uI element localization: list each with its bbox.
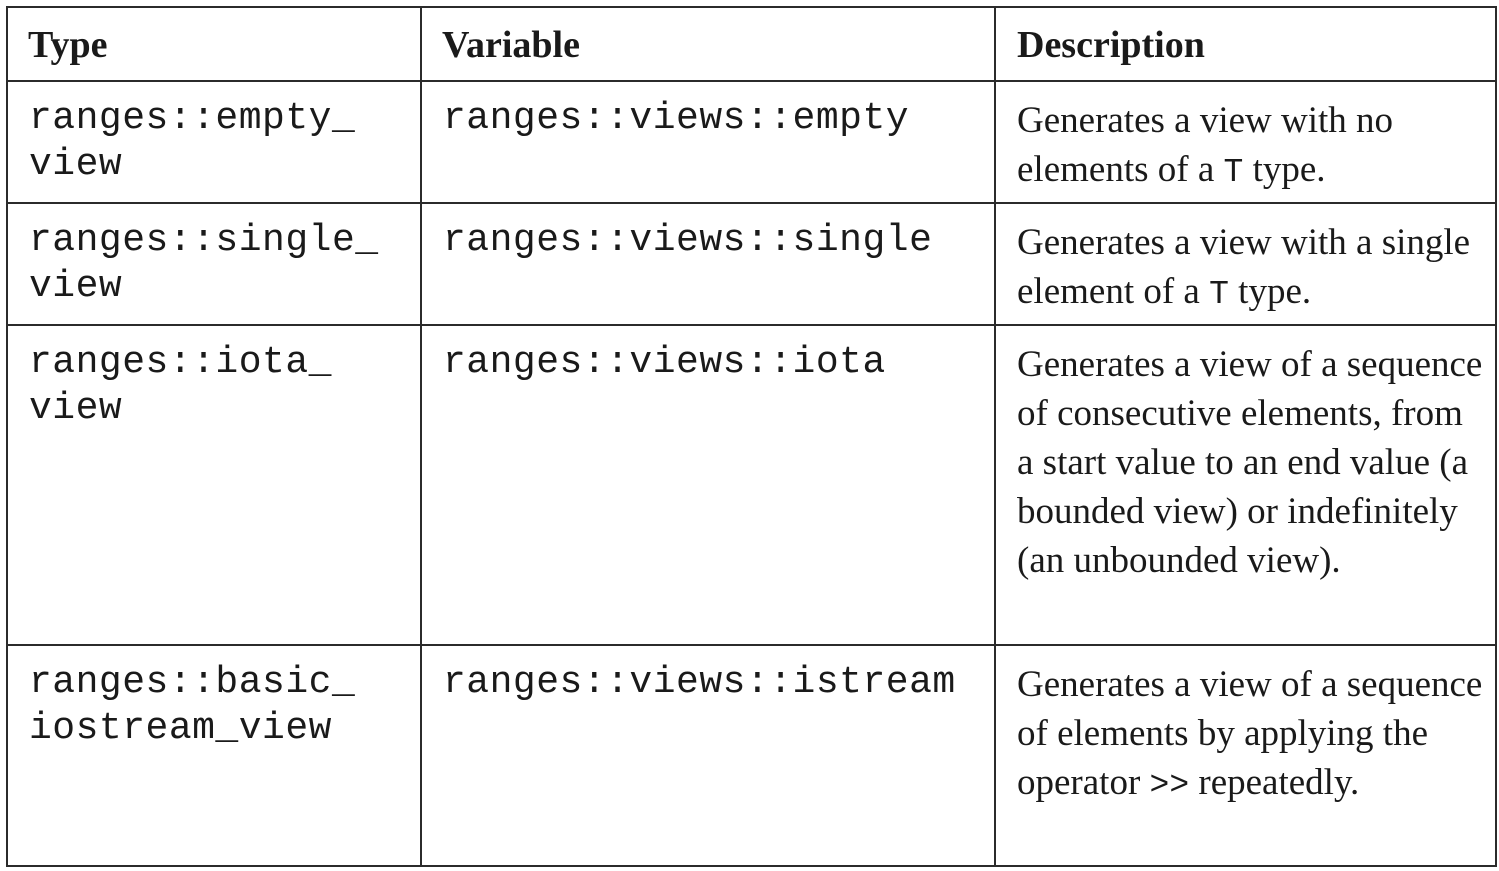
table-row: ranges::empty_ view ranges::views::empty… bbox=[6, 80, 1497, 204]
variable-name: ranges::views::istream bbox=[443, 661, 956, 704]
description-text: Generates a view of a sequence of elemen… bbox=[1017, 664, 1483, 804]
description-cell: Generates a view with no elements of a T… bbox=[994, 80, 1497, 204]
description-text: Generates a view of a sequence of consec… bbox=[1017, 344, 1483, 581]
type-name: ranges::empty_ view bbox=[29, 97, 356, 186]
inline-code: T bbox=[1209, 276, 1229, 313]
variable-name: ranges::views::iota bbox=[443, 341, 886, 384]
variable-name: ranges::views::single bbox=[443, 219, 933, 262]
description-text: Generates a view with no elements of a T… bbox=[1017, 100, 1394, 191]
description-cell: Generates a view with a single element o… bbox=[994, 202, 1497, 326]
inline-code: T bbox=[1223, 154, 1244, 191]
table-row: ranges::single_ view ranges::views::sing… bbox=[6, 202, 1497, 326]
type-name: ranges::single_ view bbox=[29, 219, 379, 308]
inline-code: >> bbox=[1149, 767, 1190, 804]
type-name: ranges::iota_ view bbox=[29, 341, 332, 430]
variable-cell: ranges::views::empty bbox=[420, 80, 996, 204]
variable-cell: ranges::views::single bbox=[420, 202, 996, 326]
variable-name: ranges::views::empty bbox=[443, 97, 910, 140]
type-cell: ranges::single_ view bbox=[6, 202, 422, 326]
header-description: Description bbox=[994, 6, 1497, 82]
description-cell: Generates a view of a sequence of consec… bbox=[994, 324, 1497, 646]
description-text: Generates a view with a single element o… bbox=[1017, 222, 1471, 313]
type-cell: ranges::empty_ view bbox=[6, 80, 422, 204]
type-name: ranges::basic_ iostream_view bbox=[29, 661, 356, 750]
type-cell: ranges::basic_ iostream_view bbox=[6, 644, 422, 867]
views-table: Type Variable Description ranges::empty_… bbox=[6, 6, 1497, 867]
header-variable: Variable bbox=[420, 6, 996, 82]
header-row: Type Variable Description bbox=[6, 6, 1497, 82]
header-type: Type bbox=[6, 6, 422, 82]
variable-cell: ranges::views::iota bbox=[420, 324, 996, 646]
table-row: ranges::iota_ view ranges::views::iota G… bbox=[6, 324, 1497, 646]
table-row: ranges::basic_ iostream_view ranges::vie… bbox=[6, 644, 1497, 867]
type-cell: ranges::iota_ view bbox=[6, 324, 422, 646]
description-cell: Generates a view of a sequence of elemen… bbox=[994, 644, 1497, 867]
variable-cell: ranges::views::istream bbox=[420, 644, 996, 867]
